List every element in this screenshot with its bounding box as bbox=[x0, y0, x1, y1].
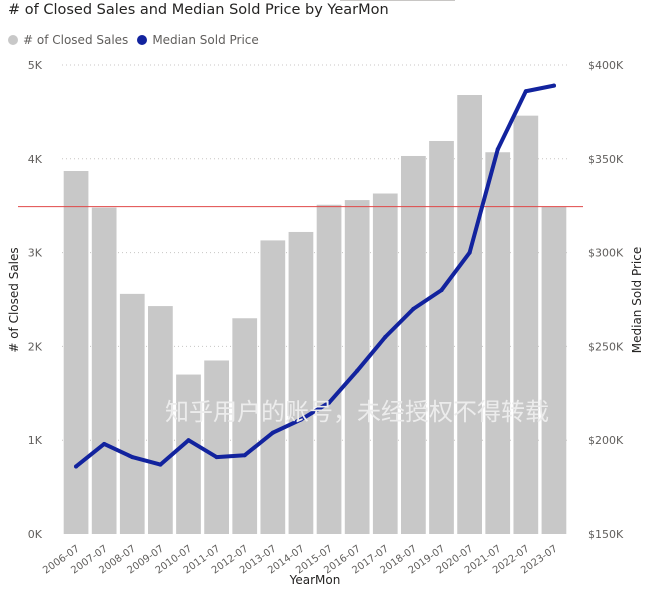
bar-closed-sales[interactable] bbox=[288, 231, 314, 535]
point-median-sold-price[interactable] bbox=[551, 83, 556, 88]
point-median-sold-price[interactable] bbox=[327, 400, 332, 405]
legend: # of Closed Sales Median Sold Price bbox=[8, 33, 268, 47]
bar-closed-sales[interactable] bbox=[119, 293, 145, 534]
bar-closed-sales[interactable] bbox=[401, 155, 426, 534]
legend-label-median-price: Median Sold Price bbox=[152, 33, 259, 47]
x-axis-title: YearMon bbox=[289, 573, 341, 587]
y-right-tick-label: $150K bbox=[588, 528, 624, 541]
chart-title: # of Closed Sales and Median Sold Price … bbox=[8, 2, 389, 18]
top-divider bbox=[340, 0, 455, 1]
y-right-axis-title: Median Sold Price bbox=[630, 247, 644, 353]
point-median-sold-price[interactable] bbox=[74, 464, 79, 469]
point-median-sold-price[interactable] bbox=[130, 455, 135, 460]
bar-closed-sales[interactable] bbox=[541, 206, 567, 534]
y-left-axis-title: # of Closed Sales bbox=[7, 247, 21, 352]
legend-marker-closed-sales bbox=[8, 35, 18, 45]
bar-closed-sales[interactable] bbox=[63, 170, 89, 534]
line-median-sold-price[interactable] bbox=[74, 83, 556, 469]
bar-closed-sales[interactable] bbox=[513, 115, 539, 534]
y-right-tick-label: $400K bbox=[588, 59, 624, 72]
legend-label-closed-sales: # of Closed Sales bbox=[23, 33, 129, 47]
point-median-sold-price[interactable] bbox=[158, 462, 163, 467]
point-median-sold-price[interactable] bbox=[270, 430, 275, 435]
bar-closed-sales[interactable] bbox=[316, 204, 342, 534]
bar-closed-sales[interactable] bbox=[344, 200, 370, 534]
bar-closed-sales[interactable] bbox=[232, 318, 258, 534]
point-median-sold-price[interactable] bbox=[411, 306, 416, 311]
y-right-tick-label: $250K bbox=[588, 340, 624, 353]
bar-closed-sales[interactable] bbox=[429, 140, 454, 534]
point-median-sold-price[interactable] bbox=[355, 368, 360, 373]
y-right-tick-label: $300K bbox=[588, 247, 624, 260]
bar-closed-sales[interactable] bbox=[457, 95, 482, 535]
point-median-sold-price[interactable] bbox=[186, 438, 191, 443]
point-median-sold-price[interactable] bbox=[383, 335, 388, 340]
y-left-tick-label: 4K bbox=[28, 153, 43, 166]
y-left-tick-label: 2K bbox=[28, 340, 43, 353]
bar-closed-sales[interactable] bbox=[204, 360, 229, 534]
point-median-sold-price[interactable] bbox=[214, 455, 219, 460]
watermark: 知乎用户的账号，未经授权不得转载 bbox=[165, 398, 549, 426]
point-median-sold-price[interactable] bbox=[495, 147, 500, 152]
y-left-tick-label: 5K bbox=[28, 59, 43, 72]
point-median-sold-price[interactable] bbox=[439, 288, 444, 293]
point-median-sold-price[interactable] bbox=[298, 417, 303, 422]
point-median-sold-price[interactable] bbox=[467, 250, 472, 255]
bar-closed-sales[interactable] bbox=[91, 207, 117, 535]
point-median-sold-price[interactable] bbox=[523, 89, 528, 94]
y-right-tick-label: $350K bbox=[588, 153, 624, 166]
legend-item-closed-sales[interactable]: # of Closed Sales bbox=[8, 33, 128, 47]
y-left-tick-label: 1K bbox=[28, 434, 43, 447]
bar-closed-sales[interactable] bbox=[176, 374, 201, 534]
y-left-tick-label: 0K bbox=[28, 528, 43, 541]
bar-closed-sales[interactable] bbox=[372, 193, 398, 535]
bar-closed-sales[interactable] bbox=[148, 306, 173, 534]
legend-item-median-price[interactable]: Median Sold Price bbox=[137, 33, 259, 47]
bar-closed-sales[interactable] bbox=[485, 152, 511, 534]
y-left-tick-label: 3K bbox=[28, 247, 43, 260]
bar-closed-sales[interactable] bbox=[260, 240, 286, 534]
legend-marker-median-price bbox=[137, 35, 148, 45]
point-median-sold-price[interactable] bbox=[242, 453, 247, 458]
y-right-tick-label: $200K bbox=[588, 434, 624, 447]
point-median-sold-price[interactable] bbox=[102, 441, 107, 446]
